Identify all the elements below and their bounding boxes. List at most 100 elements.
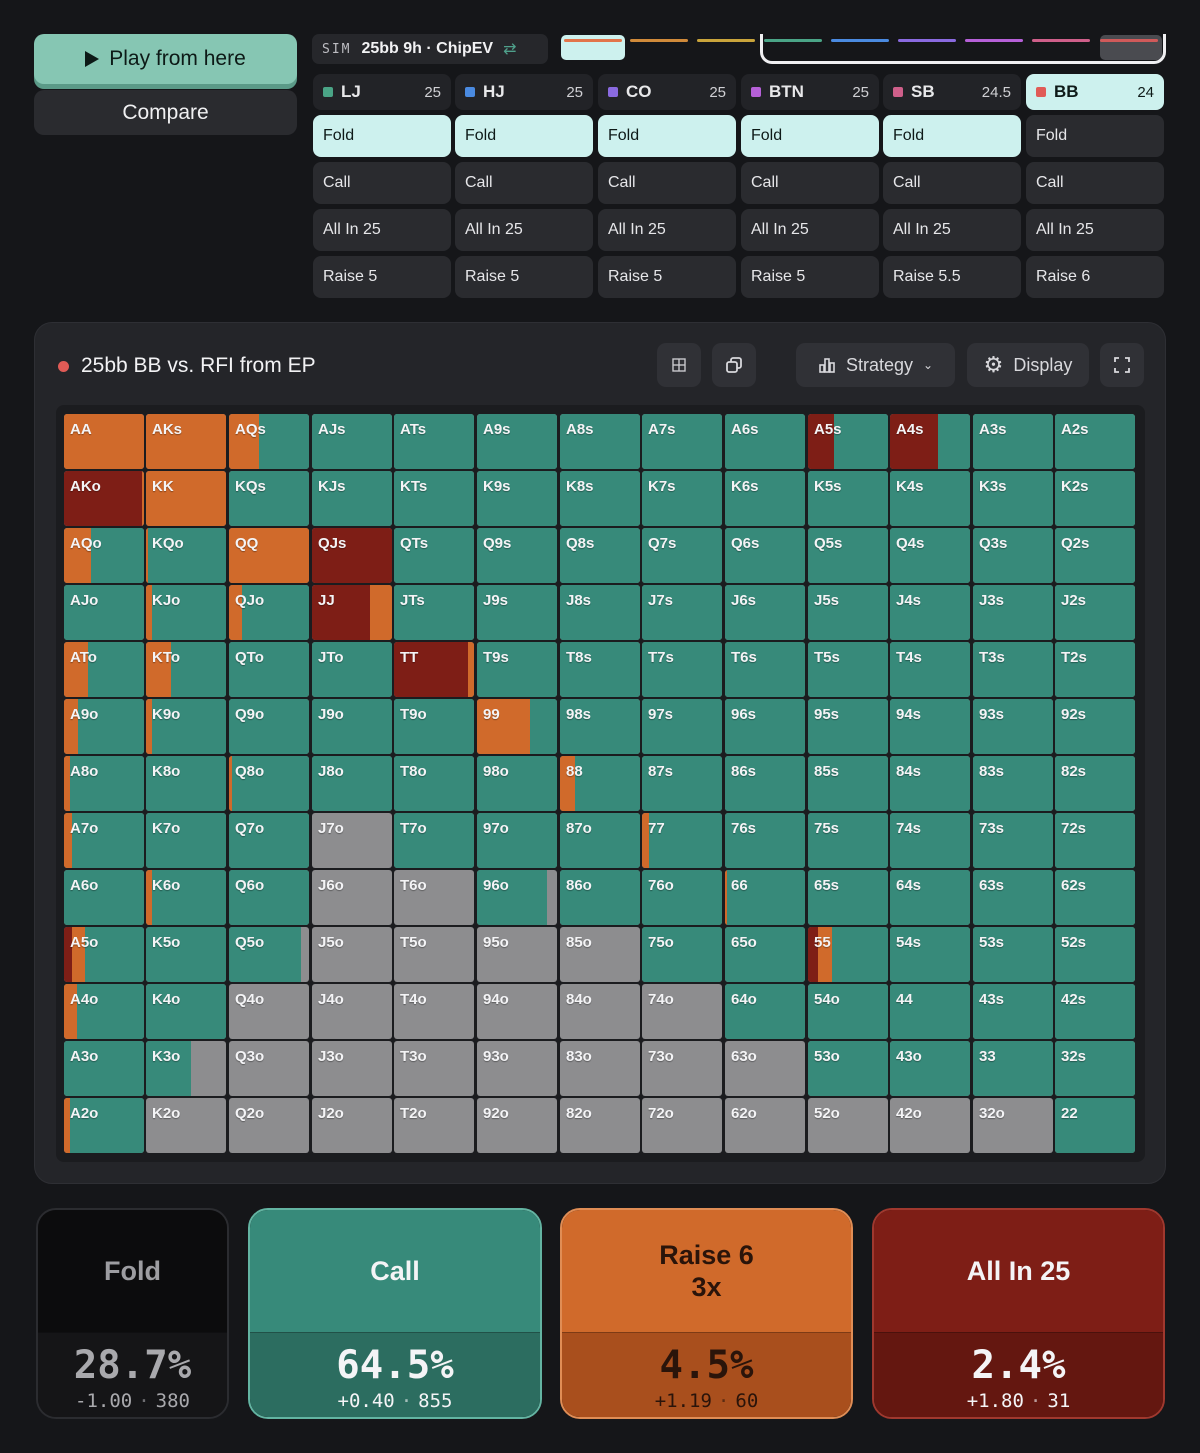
summary-card-call[interactable]: Call 64.5% +0.40 · 855 <box>248 1208 542 1419</box>
nav-step-line[interactable] <box>831 39 889 42</box>
nav-step-line[interactable] <box>1032 39 1090 42</box>
hand-cell[interactable]: T9s <box>477 642 557 697</box>
hand-cell[interactable]: J8o <box>312 756 392 811</box>
action-button[interactable]: Fold <box>598 115 736 157</box>
hand-cell[interactable]: 55 <box>808 927 888 982</box>
hand-cell[interactable]: AQs <box>229 414 309 469</box>
hand-cell[interactable]: A4o <box>64 984 144 1039</box>
hand-cell[interactable]: A6s <box>725 414 805 469</box>
hand-cell[interactable]: J5o <box>312 927 392 982</box>
hand-cell[interactable]: A7s <box>642 414 722 469</box>
action-button[interactable]: All In 25 <box>313 209 451 251</box>
hand-cell[interactable]: QJo <box>229 585 309 640</box>
hand-cell[interactable]: T5s <box>808 642 888 697</box>
hand-cell[interactable]: Q5o <box>229 927 309 982</box>
hand-cell[interactable]: 74o <box>642 984 722 1039</box>
hand-cell[interactable]: 53s <box>973 927 1053 982</box>
hand-cell[interactable]: K8s <box>560 471 640 526</box>
hand-cell[interactable]: J4o <box>312 984 392 1039</box>
hand-cell[interactable]: 96s <box>725 699 805 754</box>
hand-cell[interactable]: Q9o <box>229 699 309 754</box>
action-history-strip[interactable] <box>558 30 1168 68</box>
hand-cell[interactable]: 97o <box>477 813 557 868</box>
hand-cell[interactable]: 94o <box>477 984 557 1039</box>
hand-cell[interactable]: 22 <box>1055 1098 1135 1153</box>
hand-cell[interactable]: J7s <box>642 585 722 640</box>
hand-cell[interactable]: 33 <box>973 1041 1053 1096</box>
action-button[interactable]: Raise 5 <box>313 256 451 298</box>
hand-cell[interactable]: K9s <box>477 471 557 526</box>
hand-cell[interactable]: 98s <box>560 699 640 754</box>
hand-cell[interactable]: 84s <box>890 756 970 811</box>
hand-cell[interactable]: 64o <box>725 984 805 1039</box>
hand-cell[interactable]: T6o <box>394 870 474 925</box>
action-button[interactable]: Fold <box>883 115 1021 157</box>
hand-cell[interactable]: 87s <box>642 756 722 811</box>
hand-cell[interactable]: 42o <box>890 1098 970 1153</box>
hand-cell[interactable]: 65s <box>808 870 888 925</box>
hand-cell[interactable]: J8s <box>560 585 640 640</box>
hand-cell[interactable]: 32o <box>973 1098 1053 1153</box>
hand-cell[interactable]: T8o <box>394 756 474 811</box>
nav-step-line[interactable] <box>564 39 622 42</box>
nav-step-line[interactable] <box>764 39 822 42</box>
hand-cell[interactable]: JTo <box>312 642 392 697</box>
hand-cell[interactable]: 92s <box>1055 699 1135 754</box>
hand-cell[interactable]: 42s <box>1055 984 1135 1039</box>
hand-cell[interactable]: T2s <box>1055 642 1135 697</box>
hand-cell[interactable]: ATo <box>64 642 144 697</box>
action-button[interactable]: All In 25 <box>1026 209 1164 251</box>
hand-cell[interactable]: AJo <box>64 585 144 640</box>
hand-cell[interactable]: K7s <box>642 471 722 526</box>
hand-cell[interactable]: A9s <box>477 414 557 469</box>
action-button[interactable]: All In 25 <box>741 209 879 251</box>
hand-cell[interactable]: AKs <box>146 414 226 469</box>
hand-cell[interactable]: Q4o <box>229 984 309 1039</box>
hand-cell[interactable]: K8o <box>146 756 226 811</box>
hand-cell[interactable]: T8s <box>560 642 640 697</box>
action-button[interactable]: Raise 5 <box>598 256 736 298</box>
hand-cell[interactable]: Q3s <box>973 528 1053 583</box>
hand-cell[interactable]: T3o <box>394 1041 474 1096</box>
hand-cell[interactable]: 82s <box>1055 756 1135 811</box>
hand-cell[interactable]: 75s <box>808 813 888 868</box>
sim-selector[interactable]: SIM 25bb 9h · ChipEV ⇄ <box>312 34 548 64</box>
hand-cell[interactable]: 54o <box>808 984 888 1039</box>
hand-cell[interactable]: 64s <box>890 870 970 925</box>
hand-cell[interactable]: A2s <box>1055 414 1135 469</box>
hand-cell[interactable]: T4o <box>394 984 474 1039</box>
hand-cell[interactable]: 82o <box>560 1098 640 1153</box>
hand-cell[interactable]: K6o <box>146 870 226 925</box>
action-button[interactable]: Fold <box>313 115 451 157</box>
action-button[interactable]: Raise 5 <box>455 256 593 298</box>
copy-button[interactable] <box>712 343 756 387</box>
hand-cell[interactable]: KQo <box>146 528 226 583</box>
hand-cell[interactable]: 54s <box>890 927 970 982</box>
nav-step-line[interactable] <box>1100 39 1158 42</box>
position-header[interactable]: BTN 25 <box>741 74 879 110</box>
hand-cell[interactable]: QTs <box>394 528 474 583</box>
hand-cell[interactable]: K4o <box>146 984 226 1039</box>
nav-step-line[interactable] <box>697 39 755 42</box>
hand-cell[interactable]: 43s <box>973 984 1053 1039</box>
hand-cell[interactable]: J7o <box>312 813 392 868</box>
fullscreen-button[interactable] <box>1100 343 1144 387</box>
hand-cell[interactable]: 72s <box>1055 813 1135 868</box>
hand-cell[interactable]: A9o <box>64 699 144 754</box>
hand-cell[interactable]: K9o <box>146 699 226 754</box>
hand-cell[interactable]: A4s <box>890 414 970 469</box>
hand-cell[interactable]: 85o <box>560 927 640 982</box>
hand-cell[interactable]: AKo <box>64 471 144 526</box>
hand-cell[interactable]: 63o <box>725 1041 805 1096</box>
hand-cell[interactable]: K5o <box>146 927 226 982</box>
hand-cell[interactable]: AQo <box>64 528 144 583</box>
hand-cell[interactable]: 74s <box>890 813 970 868</box>
hand-cell[interactable]: 96o <box>477 870 557 925</box>
hand-cell[interactable]: T6s <box>725 642 805 697</box>
display-button[interactable]: ⚙ Display <box>967 343 1089 387</box>
hand-cell[interactable]: T5o <box>394 927 474 982</box>
hand-cell[interactable]: K3o <box>146 1041 226 1096</box>
hand-cell[interactable]: Q7s <box>642 528 722 583</box>
hand-cell[interactable]: A3o <box>64 1041 144 1096</box>
hand-cell[interactable]: KQs <box>229 471 309 526</box>
